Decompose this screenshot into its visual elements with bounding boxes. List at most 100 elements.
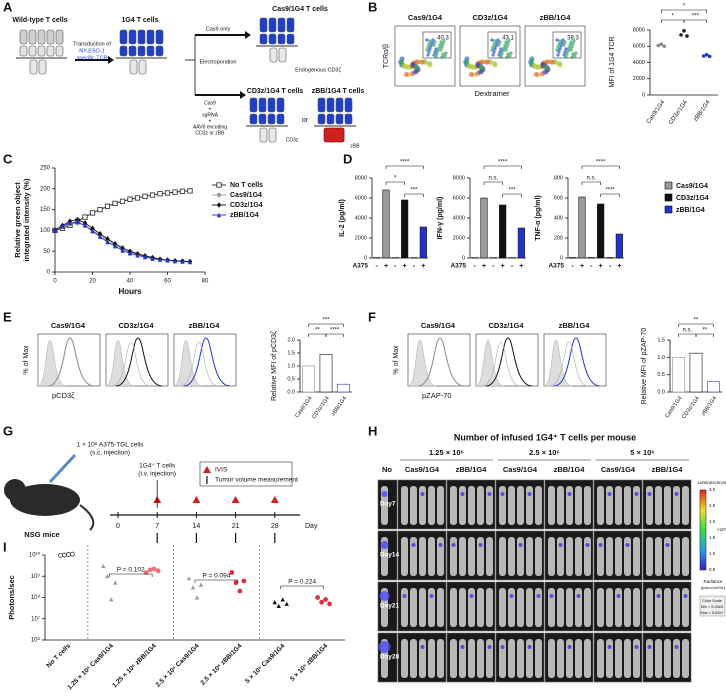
flow-density xyxy=(507,39,511,43)
schematic-label: zBB/1G4 T cells xyxy=(312,88,365,95)
legend-label: Cas9/1G4 xyxy=(676,183,708,190)
signal xyxy=(558,543,563,547)
data-point xyxy=(82,223,88,228)
data-point xyxy=(682,29,686,33)
gate xyxy=(552,31,582,59)
signal xyxy=(576,594,581,598)
x-tick-label: + xyxy=(617,263,621,270)
panel-label: I xyxy=(3,539,7,554)
mouse-image xyxy=(682,486,689,525)
signal xyxy=(647,492,652,496)
flow-density xyxy=(427,62,433,68)
data-point xyxy=(105,574,110,579)
flow-density xyxy=(428,47,432,51)
plot-title: zBB/1G4 xyxy=(189,321,221,330)
data-point xyxy=(179,188,186,194)
plot-title: CD3z/1G4 xyxy=(488,321,524,330)
data-point xyxy=(164,190,171,196)
receptor xyxy=(268,33,277,45)
mouse-image xyxy=(664,537,671,576)
mouse-image xyxy=(459,486,466,525)
mouse-image xyxy=(584,486,591,525)
mouse-image xyxy=(526,537,533,576)
data-point xyxy=(704,52,709,57)
y-tick-label: 0.0 xyxy=(287,389,295,395)
mouse-image xyxy=(606,588,613,627)
x-tick-label: No T cells xyxy=(45,642,72,669)
x-tick-label: Cas9/1G4 xyxy=(646,99,667,125)
data-point xyxy=(187,259,193,265)
scale-label: 1.0 xyxy=(709,551,716,556)
data-point xyxy=(701,54,706,58)
y-tick-label: 600 xyxy=(554,195,563,201)
plot-title: zBB/1G4 xyxy=(559,321,591,330)
plot-title: CD3z/1G4 xyxy=(472,13,508,22)
mouse-image xyxy=(646,486,653,525)
cd3z-chain xyxy=(129,59,138,75)
signal xyxy=(634,645,639,649)
data-point xyxy=(707,54,712,59)
grid-title: Number of infused 1G4⁺ T cells per mouse xyxy=(454,432,636,442)
mouse-image xyxy=(557,588,564,627)
schematic-label: 1G4 T cells xyxy=(122,17,159,24)
flow-density xyxy=(426,53,430,57)
scale-label: Radiance xyxy=(703,579,723,584)
flow-density xyxy=(491,45,495,49)
signal xyxy=(411,543,416,547)
legend-label: zBB/1G4 xyxy=(230,212,259,219)
signal xyxy=(647,645,652,649)
data-point xyxy=(60,224,65,229)
receptor xyxy=(335,113,344,125)
reference-histogram xyxy=(111,341,151,387)
sig-label: **** xyxy=(400,160,410,166)
flow-density xyxy=(440,45,444,49)
data-point xyxy=(229,570,235,575)
schematic-label: AAV6 encoding xyxy=(193,124,227,130)
axis-label: Relative MFI of pZAP-70 xyxy=(641,328,648,405)
mouse-image xyxy=(633,537,640,576)
scale-label: (p/sec/cm²/sr) xyxy=(701,585,726,590)
bar xyxy=(302,365,316,393)
flow-density xyxy=(432,43,436,47)
flow-density xyxy=(545,59,551,65)
data-point xyxy=(90,229,95,234)
mouse-image xyxy=(535,639,542,678)
data-point xyxy=(67,220,73,226)
signal xyxy=(509,594,514,598)
reference-histogram xyxy=(481,341,521,387)
flow-density xyxy=(568,43,572,47)
flow-density xyxy=(435,52,439,56)
flow-density xyxy=(479,65,485,71)
signal xyxy=(460,645,465,649)
flow-density xyxy=(466,63,472,69)
flow-density xyxy=(498,40,502,44)
mouse-image xyxy=(450,639,457,678)
axis-label: % of Max xyxy=(393,345,400,375)
receptor xyxy=(267,97,276,113)
arrow-head xyxy=(108,56,114,64)
day-label: 7 xyxy=(155,523,159,530)
receptor xyxy=(155,45,164,57)
axis-label: A375 xyxy=(548,263,564,270)
mouse-image xyxy=(499,486,506,525)
mouse-image xyxy=(459,537,466,576)
x-tick-label: + xyxy=(384,263,388,270)
y-tick-label: 1.5 xyxy=(657,337,665,343)
mouse-image xyxy=(584,537,591,576)
flow-density xyxy=(468,72,474,78)
data-point xyxy=(276,603,281,608)
data-point xyxy=(82,220,88,226)
mouse-image xyxy=(535,486,542,525)
mouse-image xyxy=(437,588,444,627)
x-tick-label: - xyxy=(394,263,397,270)
data-point xyxy=(97,234,103,239)
mouse-image xyxy=(459,588,466,627)
flow-density xyxy=(557,62,563,68)
x-tick-label: - xyxy=(511,263,514,270)
receptor xyxy=(28,45,37,57)
x-tick-label: + xyxy=(519,263,523,270)
mouse-image xyxy=(557,537,564,576)
signal xyxy=(378,641,391,653)
mouse-image xyxy=(477,639,484,678)
sample-histogram xyxy=(47,337,95,387)
